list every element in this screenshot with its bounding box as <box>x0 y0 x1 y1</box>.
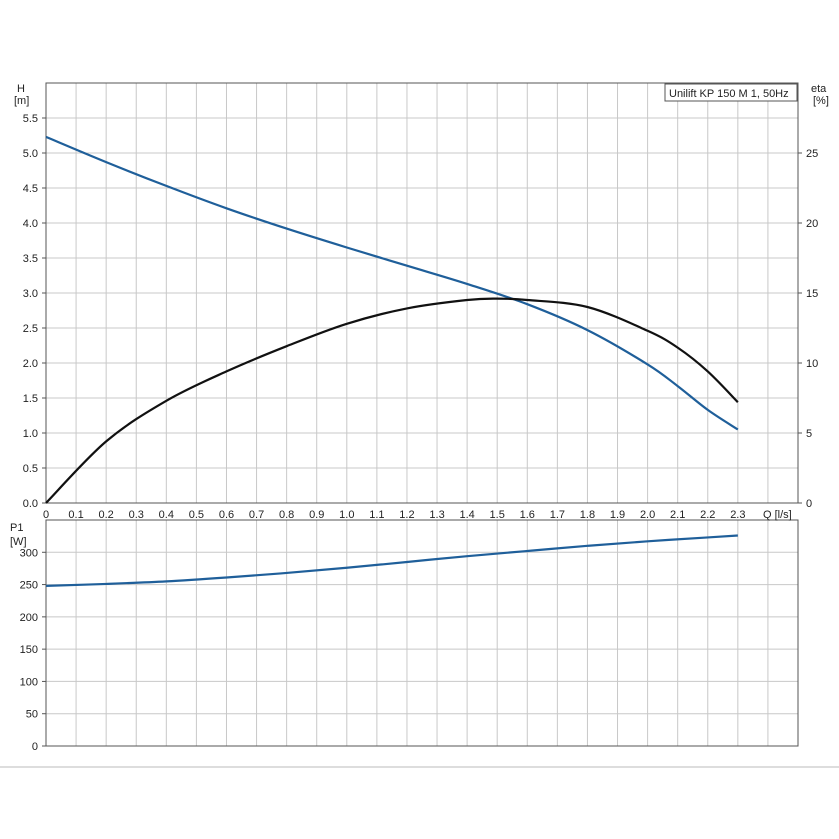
power-y-tick-label: 200 <box>20 612 38 624</box>
head-curve-line <box>45 135 739 431</box>
x-tick-label: 0.4 <box>159 509 174 521</box>
eta-y-tick-label: 15 <box>806 288 818 300</box>
power-curves <box>45 534 738 587</box>
head-y-tick-label: 1.5 <box>23 393 38 405</box>
x-tick-label: 0.7 <box>249 509 264 521</box>
x-tick-label: 1.0 <box>339 509 354 521</box>
chart-title-box <box>664 83 798 102</box>
x-tick-label: 2.1 <box>670 509 685 521</box>
power-y-tick-label: 50 <box>26 709 38 721</box>
eta-y-tick-label: 25 <box>806 148 818 160</box>
power-axis-name: P1 <box>10 522 23 534</box>
x-tick-label: 1.8 <box>580 509 595 521</box>
efficiency-curve-line <box>45 297 739 504</box>
head-y-tick-label: 5.5 <box>23 113 38 125</box>
x-tick-labels: 0 0.1 0.2 0.3 0.4 0.5 0.6 0.7 0.8 0.9 1.0 1.1 1.2 1.3… <box>43 509 746 521</box>
power-y-tick-label: 150 <box>20 644 38 656</box>
x-tick-label: 0.3 <box>129 509 144 521</box>
x-tick-label: 2.0 <box>640 509 655 521</box>
power-y-tick-label: 0 <box>32 741 38 753</box>
eta-axis-name: eta <box>811 83 827 95</box>
eta-y-tick-labels: 0 5 10 15 20 25 <box>798 148 818 510</box>
head-axis-name: H <box>17 83 25 95</box>
head-axis-unit: [m] <box>14 95 29 107</box>
head-y-tick-label: 0.5 <box>23 463 38 475</box>
x-tick-label: 1.5 <box>490 509 505 521</box>
x-tick-label: 0.9 <box>309 509 324 521</box>
x-tick-label: 0 <box>43 509 49 521</box>
x-tick-label: 1.3 <box>429 509 444 521</box>
head-y-tick-label: 4.5 <box>23 183 38 195</box>
x-tick-label: 1.1 <box>369 509 384 521</box>
chart-title: Unilift KP 150 M 1, 50Hz <box>669 88 789 100</box>
power-y-tick-label: 250 <box>20 580 38 592</box>
head-y-tick-label: 4.0 <box>23 218 38 230</box>
eta-y-tick-label: 20 <box>806 218 818 230</box>
power-axis-unit: [W] <box>10 536 27 548</box>
head-y-tick-label: 3.0 <box>23 288 38 300</box>
head-y-tick-label: 2.0 <box>23 358 38 370</box>
head-y-tick-label: 5.0 <box>23 148 38 160</box>
x-tick-label: 2.3 <box>730 509 745 521</box>
eta-y-tick-label: 0 <box>806 498 812 510</box>
x-tick-label: 1.2 <box>399 509 414 521</box>
power-y-tick-label: 100 <box>20 676 38 688</box>
power-curve-line <box>45 534 738 587</box>
x-tick-label: 1.9 <box>610 509 625 521</box>
power-y-tick-label: 300 <box>20 547 38 559</box>
x-tick-label: 0.1 <box>68 509 83 521</box>
head-y-tick-labels: 0.0 0.5 1.0 1.5 2.0 2.5 3.0 3.5 4.0 4.5 5.0 5.5 <box>23 113 46 510</box>
eta-axis-unit: [%] <box>813 95 829 107</box>
power-grid <box>46 520 798 746</box>
head-y-tick-label: 2.5 <box>23 323 38 335</box>
eta-y-tick-label: 5 <box>806 428 812 440</box>
head-y-tick-label: 1.0 <box>23 428 38 440</box>
x-tick-label: 1.6 <box>520 509 535 521</box>
power-y-tick-labels: 0 50 100 150 200 250 300 <box>20 547 46 753</box>
x-tick-label: 1.4 <box>459 509 474 521</box>
head-grid <box>46 83 798 503</box>
x-tick-label: 1.7 <box>550 509 565 521</box>
x-tick-label: 0.8 <box>279 509 294 521</box>
flow-axis-label: Q [l/s] <box>763 509 792 521</box>
x-tick-label: 0.5 <box>189 509 204 521</box>
head-y-tick-label: 3.5 <box>23 253 38 265</box>
x-tick-label: 2.2 <box>700 509 715 521</box>
eta-y-tick-label: 10 <box>806 358 818 370</box>
head-curves <box>45 135 739 504</box>
x-tick-label: 0.2 <box>99 509 114 521</box>
power-plot-frame <box>45 519 799 747</box>
x-tick-label: 0.6 <box>219 509 234 521</box>
head-y-tick-label: 0.0 <box>23 498 38 510</box>
